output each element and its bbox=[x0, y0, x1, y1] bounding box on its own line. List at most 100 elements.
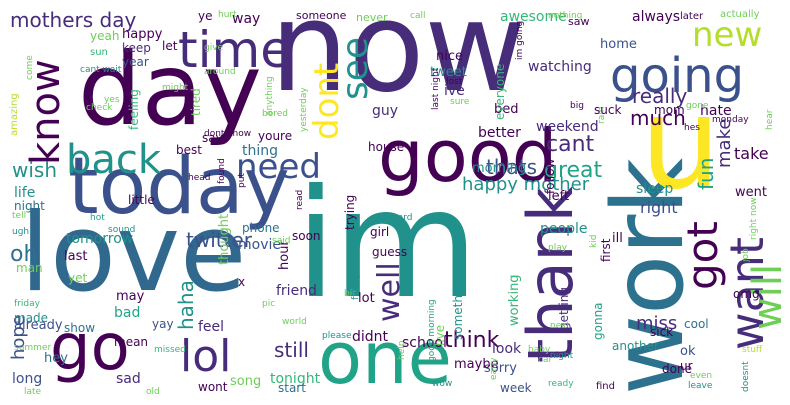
word: ill bbox=[612, 231, 623, 246]
word: mean bbox=[114, 335, 149, 349]
word: morning bbox=[472, 161, 527, 176]
word: lot bbox=[358, 291, 375, 306]
word: early bbox=[489, 357, 499, 380]
word: found bbox=[217, 158, 227, 184]
word: wont bbox=[198, 380, 228, 394]
word: kid bbox=[589, 234, 599, 248]
word: come bbox=[25, 55, 35, 80]
word: sad bbox=[116, 371, 141, 387]
word: way bbox=[232, 11, 261, 27]
word: tomorrow bbox=[66, 231, 134, 247]
word: stuff bbox=[742, 345, 763, 355]
word: finally bbox=[351, 272, 361, 300]
word: ok bbox=[680, 344, 696, 359]
word: feeling bbox=[127, 89, 141, 130]
word: bit bbox=[344, 289, 356, 299]
word: yesterday bbox=[299, 87, 309, 132]
word: movie bbox=[238, 237, 281, 253]
word: ugh bbox=[12, 227, 30, 237]
word: nothing bbox=[548, 11, 583, 21]
word: back bbox=[66, 137, 162, 183]
word: thing bbox=[242, 143, 279, 159]
word: sound bbox=[108, 225, 136, 235]
word: phone bbox=[242, 221, 280, 235]
word: dont know bbox=[204, 129, 252, 139]
word: help bbox=[397, 340, 407, 360]
word: going bbox=[610, 48, 745, 104]
word: monday bbox=[712, 115, 749, 125]
word: hard bbox=[392, 213, 413, 223]
word: ive bbox=[444, 83, 465, 99]
word: hurt bbox=[218, 10, 237, 20]
word: weekend bbox=[536, 119, 599, 135]
word: call bbox=[410, 11, 426, 21]
word: ur bbox=[680, 359, 693, 373]
word: lost bbox=[446, 77, 463, 87]
word: job bbox=[741, 248, 751, 262]
word: someone bbox=[296, 9, 347, 22]
word: wish bbox=[12, 158, 58, 182]
word: sun bbox=[90, 47, 108, 58]
word: need bbox=[236, 147, 321, 187]
word: long bbox=[12, 371, 43, 387]
word: people bbox=[540, 221, 588, 237]
word: good bbox=[378, 114, 558, 198]
word: make bbox=[714, 118, 735, 168]
word: u bbox=[640, 69, 722, 218]
word: trying bbox=[343, 194, 357, 230]
word: always bbox=[632, 9, 681, 25]
word: youre bbox=[258, 129, 293, 143]
word: soon bbox=[292, 229, 321, 243]
word: last bbox=[64, 249, 88, 264]
word: little bbox=[128, 193, 155, 207]
word: never bbox=[356, 11, 388, 24]
word: something bbox=[451, 276, 465, 340]
word: friend bbox=[276, 283, 317, 299]
word: mom bbox=[654, 103, 685, 117]
word: guy bbox=[372, 103, 399, 119]
word: x bbox=[238, 275, 246, 289]
word: saw bbox=[568, 15, 590, 28]
word: right now bbox=[749, 197, 759, 240]
word: might bbox=[162, 83, 189, 93]
word: later bbox=[680, 11, 704, 22]
word: home bbox=[600, 37, 637, 52]
word: good morning bbox=[427, 299, 437, 362]
word: better bbox=[478, 125, 521, 141]
word: man bbox=[16, 261, 43, 275]
word: tonight bbox=[270, 371, 321, 387]
word: best bbox=[176, 143, 202, 157]
word: really bbox=[632, 84, 688, 108]
word: give bbox=[204, 43, 224, 53]
word: girl bbox=[370, 225, 390, 239]
word: everyone bbox=[493, 63, 507, 120]
word: big bbox=[570, 101, 584, 111]
word: sleep bbox=[636, 181, 674, 197]
word: today bbox=[68, 142, 290, 232]
word: haha bbox=[174, 280, 198, 330]
word: happy mother bbox=[462, 174, 590, 195]
word: please bbox=[322, 331, 352, 341]
word: look bbox=[492, 341, 522, 357]
word: put bbox=[237, 173, 247, 188]
word: sick bbox=[650, 325, 674, 339]
word: take bbox=[734, 144, 769, 163]
word: year bbox=[122, 55, 149, 69]
word: thats bbox=[486, 155, 538, 179]
word: night bbox=[14, 199, 45, 213]
word: old bbox=[146, 387, 160, 397]
word: tired bbox=[189, 88, 203, 116]
word: feel bbox=[198, 319, 225, 335]
word: tweet bbox=[430, 65, 467, 80]
word: first bbox=[599, 238, 613, 262]
word: around bbox=[204, 67, 236, 77]
word: let bbox=[162, 39, 178, 53]
word: head bbox=[188, 173, 211, 183]
word: next bbox=[550, 321, 570, 331]
word: last night bbox=[431, 67, 441, 110]
word: sure bbox=[450, 97, 470, 107]
word: doesnt bbox=[741, 361, 751, 392]
word: day bbox=[78, 31, 262, 148]
word: miss bbox=[636, 313, 678, 334]
